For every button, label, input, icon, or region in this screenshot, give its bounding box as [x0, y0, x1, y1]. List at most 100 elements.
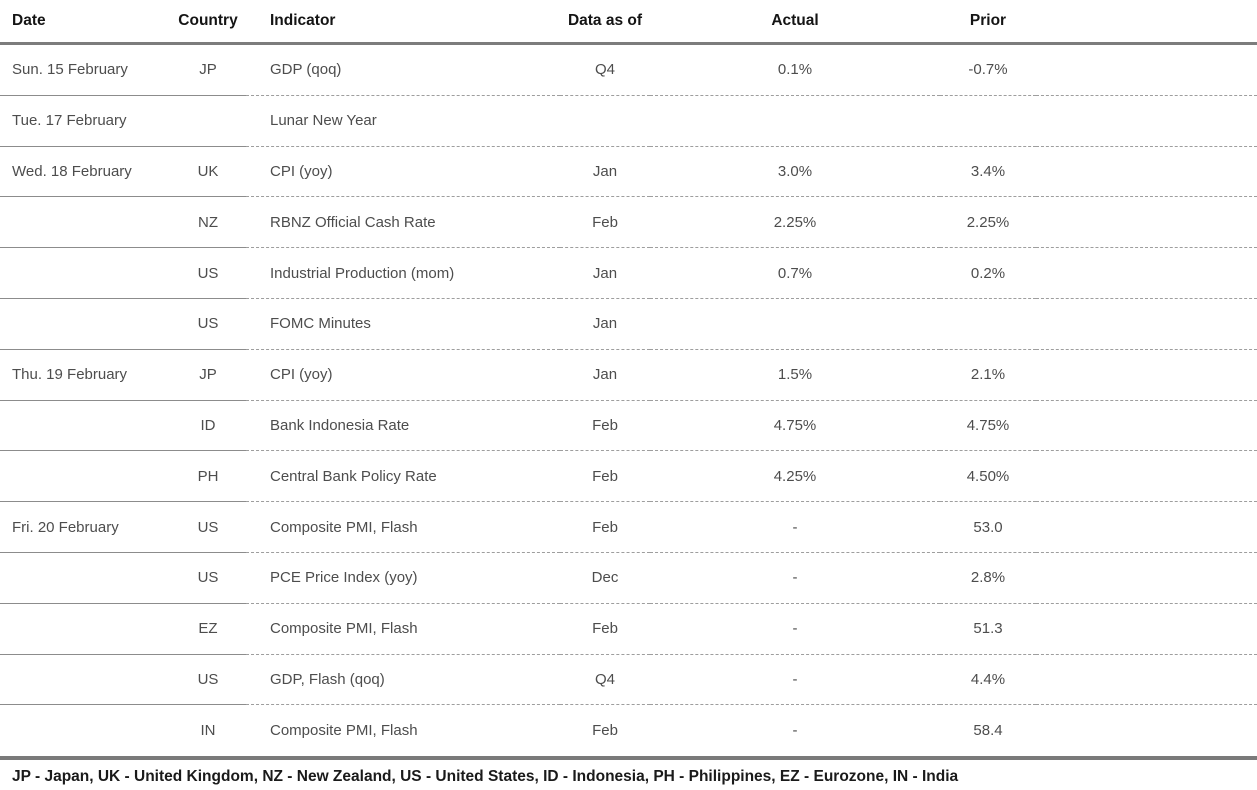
- cell-actual: 0.1%: [650, 45, 940, 96]
- row-spacer: [1036, 147, 1257, 198]
- cell-data-as-of: Feb: [560, 451, 650, 503]
- table-row: US PCE Price Index (yoy) Dec -2.8%: [0, 553, 1257, 604]
- cell-data-as-of: Jan: [560, 248, 650, 299]
- cell-indicator: Industrial Production (mom): [246, 248, 560, 299]
- cell-date: [0, 197, 170, 249]
- cell-date: [0, 553, 170, 604]
- table-row: IN Composite PMI, Flash Feb - 58.4: [0, 705, 1257, 756]
- row-spacer: [1036, 197, 1257, 249]
- cell-data-as-of: Jan: [560, 147, 650, 198]
- cell-prior: 4.50%: [940, 451, 1036, 503]
- cell-data-as-of: Feb: [560, 197, 650, 249]
- cell-country: US: [170, 248, 246, 299]
- column-header-actual: Actual: [771, 12, 819, 29]
- cell-actual: 3.0%: [650, 147, 940, 198]
- cell-country: JP: [170, 45, 246, 96]
- cell-prior: 4.75%: [940, 401, 1036, 452]
- cell-data-as-of: Q4: [560, 45, 650, 96]
- table-bottom-rule: [0, 756, 1257, 761]
- cell-actual: -: [650, 604, 940, 655]
- cell-country: PH: [170, 451, 246, 503]
- cell-indicator: Central Bank Policy Rate: [246, 451, 560, 503]
- cell-country: US: [170, 502, 246, 553]
- cell-actual: -: [792, 722, 798, 740]
- row-spacer: [1036, 705, 1257, 756]
- cell-indicator: Lunar New Year: [246, 96, 560, 147]
- cell-indicator: CPI (yoy): [246, 147, 560, 198]
- cell-prior: 2.25%: [940, 197, 1036, 249]
- cell-date: Fri. 20 February: [0, 502, 170, 553]
- row-spacer: [1036, 502, 1257, 553]
- cell-prior: 3.4%: [940, 147, 1036, 198]
- cell-prior: 4.4%: [940, 655, 1036, 706]
- column-header-date: Date: [12, 12, 46, 29]
- cell-data-as-of: Feb: [560, 604, 650, 655]
- cell-indicator: Composite PMI, Flash: [270, 722, 418, 740]
- table-row: EZ Composite PMI, Flash Feb -51.3: [0, 604, 1257, 655]
- cell-indicator: RBNZ Official Cash Rate: [246, 197, 560, 249]
- header-spacer: [1036, 0, 1257, 42]
- table-body: Sun. 15 February JP GDP (qoq) Q4 0.1% -0.7% Tu…: [0, 45, 1257, 756]
- country-code-legend: JP - Japan, UK - United Kingdom, NZ - Ne…: [12, 768, 959, 786]
- row-spacer: [1036, 248, 1257, 299]
- cell-indicator: Composite PMI, Flash: [246, 604, 560, 655]
- cell-indicator: GDP, Flash (qoq): [246, 655, 560, 706]
- table-row: US Industrial Production (mom) Jan 0.7% 0.2%: [0, 248, 1257, 299]
- cell-prior: 2.1%: [940, 350, 1036, 401]
- cell-actual: [650, 299, 940, 350]
- cell-actual: 4.75%: [650, 401, 940, 452]
- cell-date: [0, 401, 170, 452]
- cell-date: Thu. 19 February: [0, 350, 170, 401]
- cell-country: ID: [170, 401, 246, 452]
- table-row: US FOMC Minutes Jan: [0, 299, 1257, 350]
- cell-country: US: [170, 655, 246, 706]
- cell-date: [0, 655, 170, 706]
- row-spacer: [1036, 451, 1257, 503]
- cell-date: Tue. 17 February: [0, 96, 170, 147]
- cell-actual: 0.7%: [650, 248, 940, 299]
- cell-data-as-of: Feb: [560, 401, 650, 452]
- row-spacer: [1036, 96, 1257, 147]
- cell-country: NZ: [170, 197, 246, 249]
- column-header-country: Country: [178, 12, 238, 29]
- cell-data-as-of: Q4: [560, 655, 650, 706]
- cell-country: EZ: [170, 604, 246, 655]
- cell-date: [0, 299, 170, 350]
- row-spacer: [1036, 45, 1257, 96]
- cell-indicator: Bank Indonesia Rate: [246, 401, 560, 452]
- cell-actual: 4.25%: [650, 451, 940, 503]
- cell-prior: -0.7%: [940, 45, 1036, 96]
- cell-date: [0, 604, 170, 655]
- table-row: PH Central Bank Policy Rate Feb 4.25% 4.50%: [0, 451, 1257, 503]
- cell-prior: 53.0: [940, 502, 1036, 553]
- cell-prior: 2.8%: [940, 553, 1036, 604]
- cell-actual: 1.5%: [650, 350, 940, 401]
- table-row: Tue. 17 February Lunar New Year: [0, 96, 1257, 147]
- cell-date: [0, 451, 170, 503]
- cell-country: UK: [170, 147, 246, 198]
- cell-date: [0, 705, 170, 756]
- cell-prior: 58.4: [973, 722, 1003, 740]
- cell-data-as-of: Jan: [560, 299, 650, 350]
- column-header-indicator: Indicator: [270, 12, 336, 29]
- cell-country: US: [170, 299, 246, 350]
- cell-prior: [940, 299, 1036, 350]
- table-row: Fri. 20 February US Composite PMI, Flash Fe…: [0, 502, 1257, 553]
- cell-actual: -: [650, 553, 940, 604]
- cell-data-as-of: Feb: [592, 722, 618, 740]
- cell-country: IN: [200, 722, 216, 740]
- table-row: ID Bank Indonesia Rate Feb 4.75% 4.75%: [0, 401, 1257, 452]
- cell-actual: -: [650, 655, 940, 706]
- table-row: Thu. 19 February JP CPI (yoy) Jan 1.5% 2.1%: [0, 350, 1257, 401]
- cell-country: [170, 96, 246, 147]
- cell-date: Wed. 18 February: [0, 147, 170, 198]
- cell-indicator: FOMC Minutes: [246, 299, 560, 350]
- row-spacer: [1036, 299, 1257, 350]
- cell-actual: [650, 96, 940, 147]
- table-row: Sun. 15 February JP GDP (qoq) Q4 0.1% -0.7%: [0, 45, 1257, 96]
- cell-prior: [940, 96, 1036, 147]
- row-spacer: [1036, 655, 1257, 706]
- cell-date: Sun. 15 February: [0, 45, 170, 96]
- table-header-row: Date Country Indicator Data as of Actual…: [0, 0, 1257, 45]
